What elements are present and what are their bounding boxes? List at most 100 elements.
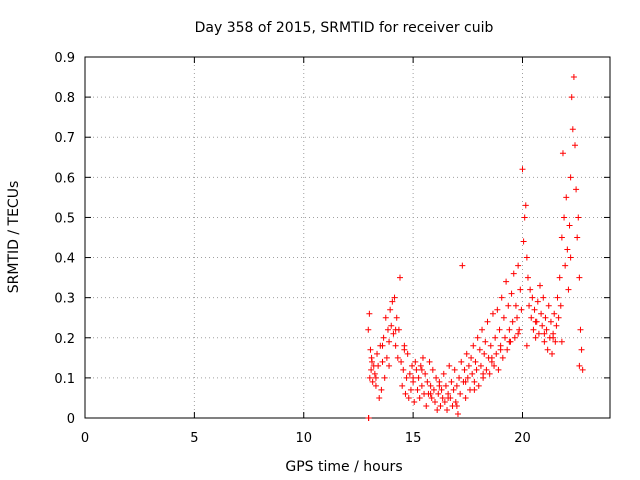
data-point: [515, 330, 522, 337]
data-point: [510, 270, 517, 277]
data-point: [394, 354, 401, 361]
data-point: [402, 390, 409, 397]
data-point: [530, 326, 537, 333]
data-point: [579, 366, 586, 373]
data-point: [543, 326, 550, 333]
data-point: [542, 314, 549, 321]
data-point: [390, 330, 397, 337]
data-point: [527, 286, 534, 293]
data-point: [545, 302, 552, 309]
data-point: [462, 394, 469, 401]
y-tick-label: 0.9: [54, 51, 75, 66]
data-point: [474, 334, 481, 341]
data-point: [444, 406, 451, 413]
x-axis-ticks: 0 5 10 15 20: [81, 57, 531, 446]
data-point: [526, 302, 533, 309]
data-point: [374, 350, 381, 357]
data-point: [475, 382, 482, 389]
data-point: [413, 366, 420, 373]
data-point: [464, 374, 471, 381]
data-point: [375, 362, 382, 369]
data-point: [500, 314, 507, 321]
data-point: [450, 386, 457, 393]
data-point: [400, 366, 407, 373]
data-point: [386, 338, 393, 345]
data-points: [365, 74, 586, 421]
data-point: [538, 310, 545, 317]
data-point: [518, 306, 525, 313]
data-point: [426, 358, 433, 365]
data-point: [365, 326, 372, 333]
data-point: [552, 338, 559, 345]
data-point: [398, 358, 405, 365]
data-point: [492, 334, 499, 341]
data-point: [554, 294, 561, 301]
data-point: [367, 346, 374, 353]
data-point: [519, 166, 526, 173]
data-point: [403, 374, 410, 381]
data-point: [453, 402, 460, 409]
data-point: [531, 306, 538, 313]
data-point: [555, 314, 562, 321]
data-point: [486, 370, 493, 377]
data-point: [392, 326, 399, 333]
data-point: [397, 274, 403, 281]
data-point: [430, 386, 437, 393]
y-tick-label: 0: [67, 412, 75, 427]
data-point: [368, 354, 375, 361]
data-point: [480, 370, 487, 377]
data-point: [537, 282, 543, 289]
data-point: [550, 334, 557, 341]
data-point: [477, 362, 484, 369]
data-point: [417, 362, 424, 369]
data-point: [516, 326, 523, 333]
data-point: [472, 358, 479, 365]
data-point: [469, 370, 476, 377]
data-point: [562, 262, 569, 269]
x-tick-label: 20: [514, 431, 531, 446]
data-point: [368, 366, 375, 373]
data-point: [414, 386, 421, 393]
data-point: [535, 330, 542, 337]
data-point: [423, 402, 430, 409]
data-point: [433, 374, 440, 381]
data-point: [366, 374, 373, 381]
data-point: [569, 126, 576, 133]
data-point: [504, 346, 511, 353]
data-point: [484, 318, 491, 325]
data-point: [405, 394, 412, 401]
data-point: [435, 390, 442, 397]
data-point: [491, 362, 498, 369]
data-point: [463, 350, 470, 357]
data-point: [506, 326, 513, 333]
data-point: [372, 382, 379, 389]
data-point: [522, 202, 529, 209]
data-point: [577, 326, 584, 333]
data-point: [388, 322, 395, 329]
data-point: [465, 362, 472, 369]
data-point: [412, 358, 419, 365]
data-point: [392, 342, 399, 349]
data-point: [437, 402, 444, 409]
data-point: [498, 294, 505, 301]
data-point: [487, 342, 494, 349]
data-point: [471, 378, 478, 385]
data-point: [528, 314, 535, 321]
x-tick-label: 15: [405, 431, 422, 446]
data-point: [521, 214, 528, 221]
y-tick-label: 0.7: [54, 131, 75, 146]
data-point: [434, 406, 441, 413]
data-point: [578, 346, 585, 353]
data-point: [376, 394, 383, 401]
data-point: [567, 254, 574, 261]
data-point: [379, 358, 386, 365]
data-point: [512, 302, 519, 309]
data-point: [438, 386, 445, 393]
data-point: [416, 394, 423, 401]
data-point: [393, 314, 400, 321]
data-point: [428, 394, 435, 401]
data-point: [365, 415, 372, 421]
data-point: [382, 314, 389, 321]
data-point: [429, 366, 436, 373]
data-point: [378, 386, 385, 393]
